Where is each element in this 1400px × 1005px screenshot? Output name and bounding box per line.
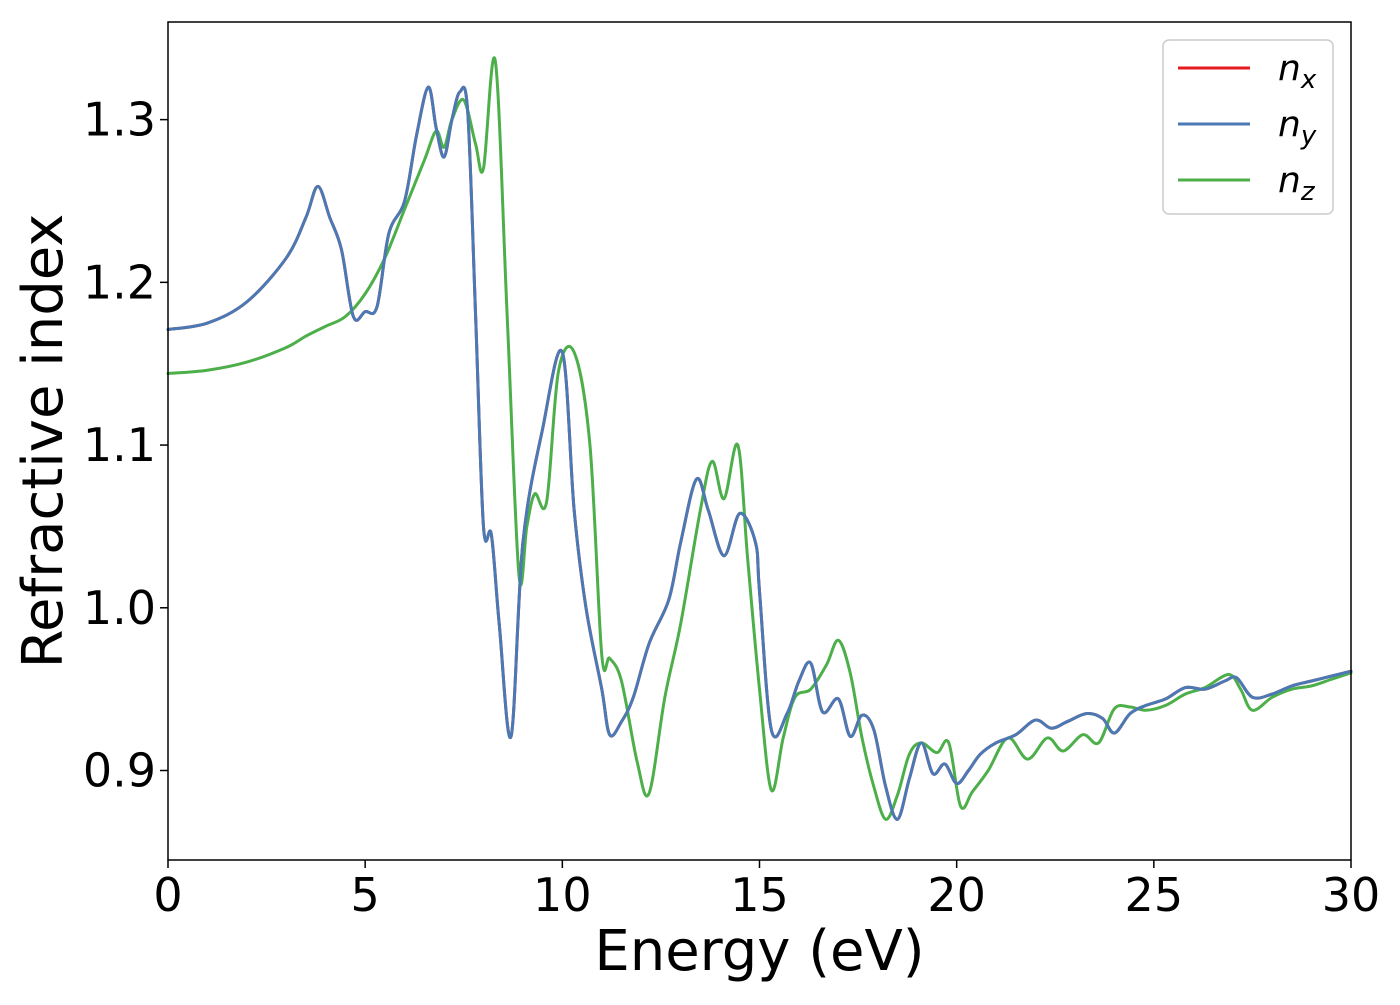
y-axis-title: Refractive index [11,214,76,669]
legend-label-n-x: nx [1278,48,1317,95]
x-tick-label: 15 [730,868,789,922]
series-line-n-z [166,56,1353,821]
x-tick-label: 25 [1125,868,1184,922]
legend-box [1162,39,1334,215]
x-tick-label: 0 [153,868,182,922]
series-line-n-y [166,85,1353,821]
x-tick-label: 5 [351,868,380,922]
x-tick-label: 20 [927,868,986,922]
y-tick-label: 0.9 [83,744,156,798]
legend-label-n-z: nz [1278,160,1316,207]
legend-label-n-y: ny [1278,104,1317,151]
x-axis: 0 5 10 15 20 25 30 [153,860,1380,922]
y-tick-label: 1.0 [83,581,156,635]
y-tick-label: 1.2 [83,255,156,309]
legend: nx ny nz [1162,39,1334,215]
x-tick-label: 30 [1322,868,1381,922]
x-tick-label: 10 [533,868,592,922]
y-tick-label: 1.1 [83,418,156,472]
plot-lines [166,56,1353,821]
y-tick-label: 1.3 [83,93,156,147]
x-axis-title: Energy (eV) [594,919,924,984]
y-axis: 0.9 1.0 1.1 1.2 1.3 [83,93,168,798]
